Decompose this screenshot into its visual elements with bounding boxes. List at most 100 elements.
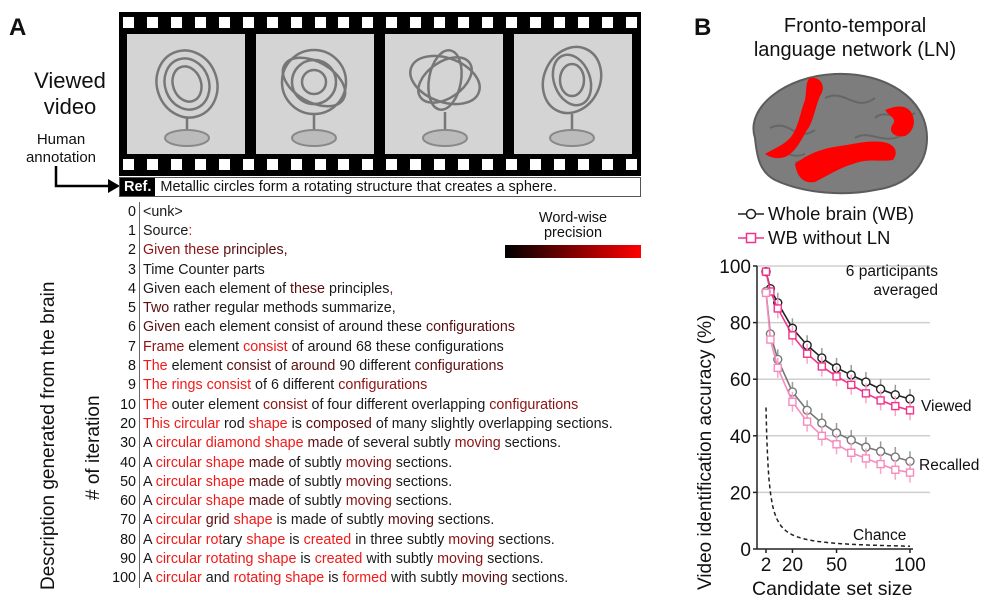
description-row: 2 Given these principles,: [96, 240, 613, 260]
description-word: A: [143, 454, 156, 471]
description-row: 20 This circular rod shape is composed of…: [96, 414, 613, 434]
description-word: A: [143, 570, 156, 587]
film-perforations-bottom: [123, 159, 637, 171]
film-perforation: [458, 159, 470, 170]
description-word: The: [143, 358, 168, 375]
square-marker-icon: [832, 440, 841, 449]
film-perforation: [338, 17, 350, 28]
human-annotation-label: Human annotation: [16, 131, 106, 167]
description-word: circular: [155, 512, 202, 529]
y-tick-label: 80: [730, 314, 751, 335]
film-perforation: [146, 17, 158, 28]
description-word: circular rotating shape: [155, 550, 297, 567]
description-text: A circular and rotating shape is formed …: [139, 568, 568, 588]
description-text: The rings consist of 6 different configu…: [139, 375, 428, 395]
description-word: circular shape: [155, 493, 245, 510]
film-perforation: [553, 17, 565, 28]
film-perforation: [625, 17, 637, 28]
film-perforation: [242, 17, 254, 28]
colorbar-title-line2: precision: [543, 225, 603, 241]
chart-legend: Whole brain (WB) WB without LN: [738, 202, 914, 250]
description-row: 1 Source:: [96, 221, 613, 241]
x-tick-label: 50: [826, 555, 847, 576]
y-tick-label: 100: [719, 257, 751, 278]
description-word: made: [303, 435, 344, 452]
film-perforation: [386, 159, 398, 170]
square-marker-icon: [876, 459, 885, 469]
iteration-number: 80: [120, 531, 136, 548]
description-word: shape: [233, 512, 273, 529]
description-word: consist: [226, 358, 271, 375]
iteration-number: 0: [128, 203, 136, 220]
description-row: 100 A circular and rotating shape is form…: [96, 568, 613, 588]
film-perforation: [482, 17, 494, 28]
film-perforation: [482, 159, 494, 170]
description-row: 4 Given each element of these principles,: [96, 279, 613, 299]
panel-a-letter: A: [9, 14, 27, 41]
description-word: rotating shape: [233, 570, 325, 587]
colorbar-title: Word-wise precision: [505, 211, 641, 241]
description-word: This circular: [143, 415, 221, 432]
description-word: The: [143, 396, 168, 413]
description-row: 90 A circular rotating shape is created w…: [96, 549, 613, 569]
iteration-number: 4: [128, 280, 136, 297]
film-perforation: [314, 159, 326, 170]
description-word: :: [188, 222, 193, 239]
description-word: of 6 different: [251, 377, 339, 394]
iteration-number: 3: [128, 261, 136, 278]
iteration-number: 40: [120, 454, 136, 471]
description-word: moving: [437, 550, 484, 567]
chance-line: [765, 407, 910, 547]
description-word: sections.: [433, 512, 495, 529]
square-marker-icon: [847, 380, 856, 390]
description-word: moving: [345, 454, 392, 471]
description-word: consist: [263, 396, 308, 413]
description-word: sections.: [391, 493, 453, 510]
panel-b-title-line2: language network (LN): [753, 39, 957, 61]
description-word: circular: [155, 570, 202, 587]
description-word: moving: [448, 531, 495, 548]
iteration-number: 60: [120, 493, 136, 510]
description-text: A circular diamond shape made of several…: [139, 433, 561, 453]
film-perforation: [218, 159, 230, 170]
film-perforation: [434, 159, 446, 170]
description-row: 8 The element consist of around 90 differ…: [96, 356, 613, 376]
description-word: is: [296, 550, 315, 567]
chart-annotation: 6 participants averaged: [826, 262, 938, 300]
iteration-number: 50: [120, 473, 136, 490]
description-word: made: [244, 493, 285, 510]
film-perforation: [194, 159, 206, 170]
description-word: sections.: [391, 454, 453, 471]
film-perforation: [314, 17, 326, 28]
square-marker-icon: [773, 304, 782, 313]
ref-text: Metallic circles form a rotating structu…: [160, 179, 557, 195]
film-perforation: [266, 17, 278, 28]
square-marker-icon: [802, 349, 812, 358]
description-word: moving: [461, 570, 508, 587]
film-perforation: [410, 159, 422, 170]
film-perforation: [577, 17, 589, 28]
square-marker-icon: [891, 401, 900, 411]
film-perforation: [434, 17, 446, 28]
description-word: shape: [246, 531, 286, 548]
description-word: moving: [454, 435, 501, 452]
description-word: configurations: [338, 377, 428, 394]
description-word: of many slightly overlapping sections.: [371, 415, 613, 432]
film-perforation: [625, 159, 637, 170]
description-word: of subtly: [284, 493, 346, 510]
iteration-number: 6: [128, 319, 136, 336]
film-perforation: [123, 17, 134, 28]
description-word: A: [143, 512, 156, 529]
film-perforation: [506, 17, 517, 28]
film-perforation: [529, 159, 541, 170]
description-word: ,: [389, 280, 394, 297]
square-marker-icon: [905, 406, 915, 415]
description-word: formed: [342, 570, 388, 587]
description-row: 6 Given each element consist of around th…: [96, 317, 613, 338]
square-marker-icon: [861, 389, 871, 398]
description-word: with subtly: [387, 570, 462, 587]
square-marker-icon: [788, 397, 797, 407]
y-tick-label: 0: [740, 540, 751, 561]
iteration-number: 100: [112, 570, 136, 587]
description-word: of subtly: [284, 454, 346, 471]
